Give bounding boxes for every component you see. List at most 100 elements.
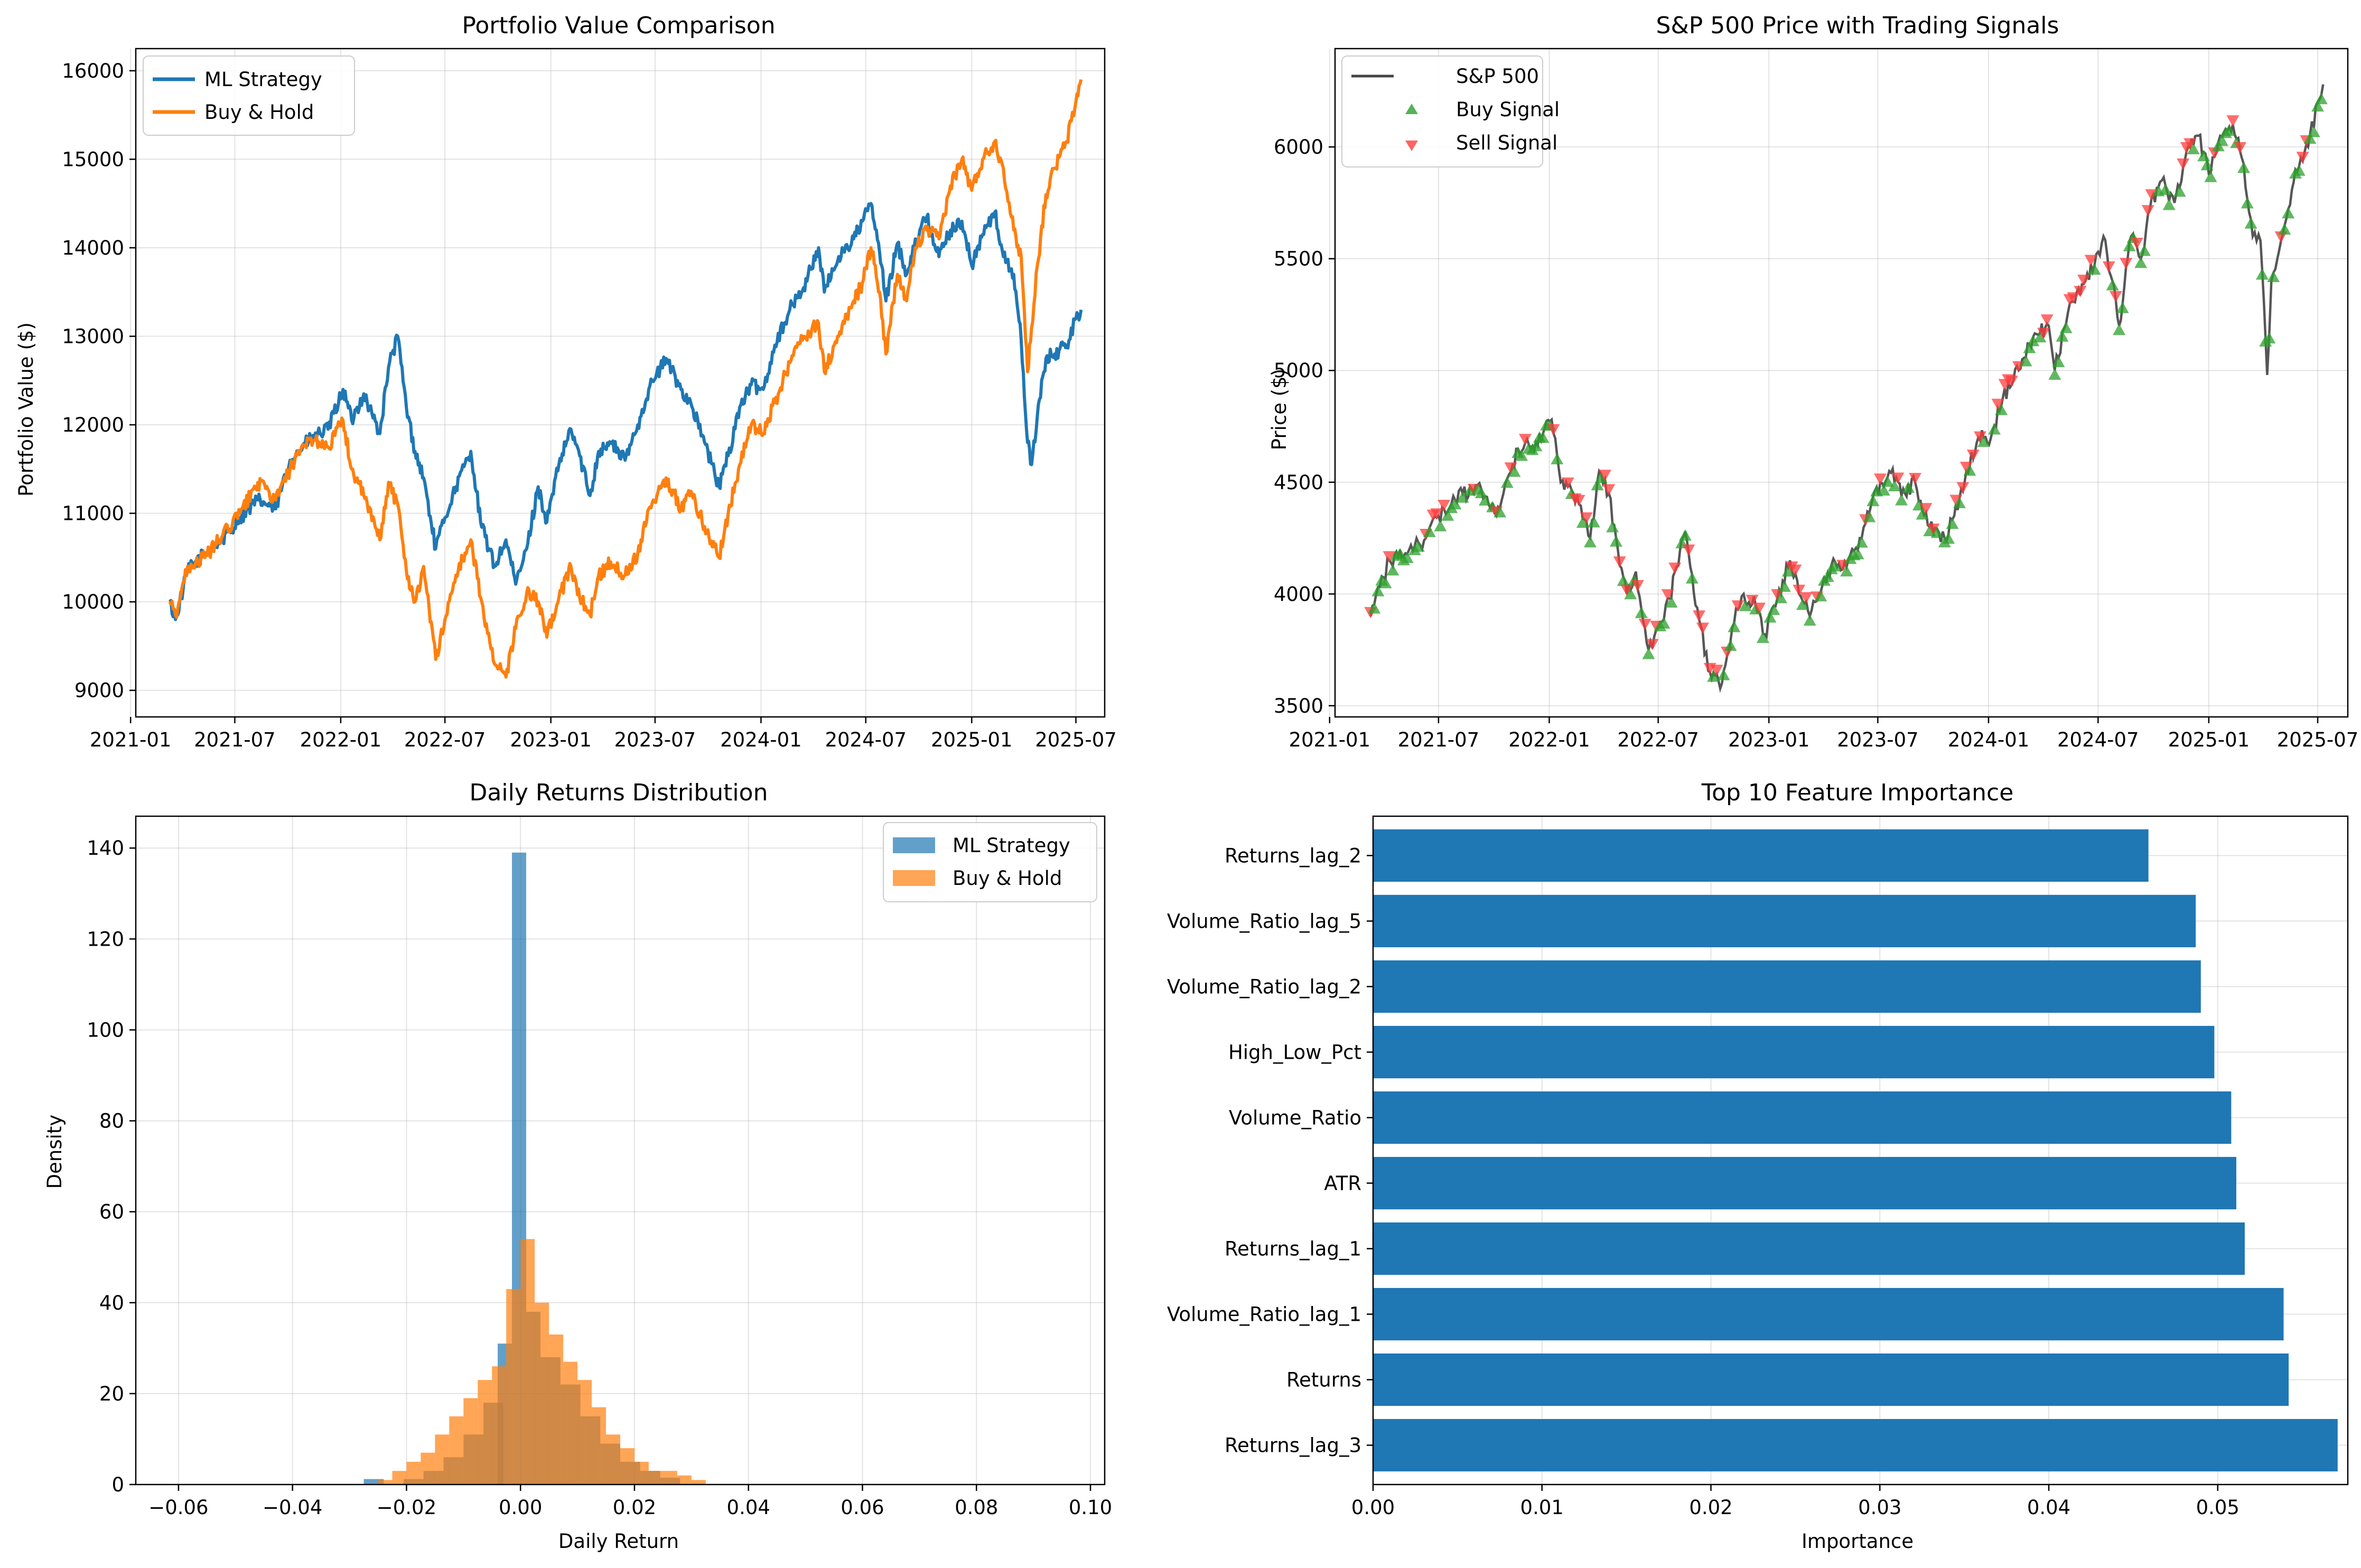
sell-signal-marker	[2109, 291, 2122, 303]
sell-signal-marker	[1580, 512, 1593, 524]
legend-label: Buy & Hold	[953, 867, 1062, 890]
sell-signal-marker	[1956, 482, 1970, 494]
legend-box	[143, 55, 355, 136]
returns-distribution-panel: Daily Returns Distribution Daily Return …	[43, 779, 1112, 1553]
buy-signal-marker	[2106, 279, 2119, 291]
buy-signal-marker	[1434, 520, 1447, 531]
x-tick-label: 2024-01	[720, 729, 802, 751]
y-tick-label: 9000	[74, 679, 124, 702]
feature-bar	[1373, 1287, 2284, 1341]
buy-signal-marker	[1583, 536, 1597, 548]
sell-signal-marker	[2183, 138, 2197, 150]
buy-signal-marker	[2134, 256, 2148, 268]
x-tick-label: 0.03	[1858, 1496, 1901, 1519]
legend-label: S&P 500	[1456, 65, 1539, 88]
buy-signal-marker	[2237, 161, 2250, 173]
sell-signal-marker	[1572, 494, 1585, 507]
buy-signal-marker	[2292, 164, 2306, 176]
buy-signal-marker	[1536, 431, 1550, 443]
buy-signal-marker	[2307, 126, 2320, 137]
buy-signal-marker	[1916, 508, 1929, 520]
buy-signal-marker	[2263, 332, 2276, 344]
feature-bar	[1373, 1418, 2338, 1472]
histogram-bar	[449, 1416, 464, 1485]
sell-signal-marker	[1383, 551, 1396, 563]
buy-signal-marker	[2187, 143, 2200, 155]
sell-signal-marker	[1771, 589, 1784, 601]
sell-signal-marker	[1991, 398, 2004, 410]
buy-signal-marker	[1902, 481, 1915, 493]
sell-signal-marker	[1873, 473, 1887, 485]
y-tick-label: 6000	[1274, 136, 1323, 158]
buy-signal-marker	[2173, 185, 2186, 197]
buy-signal-marker	[2278, 223, 2291, 235]
x-tick-label: 0.02	[1689, 1496, 1732, 1519]
sell-signal-marker	[2296, 152, 2309, 163]
y-tick-label: 100	[87, 1019, 124, 1041]
buy-signal-marker	[2204, 171, 2217, 182]
buy-signal-marker	[1953, 497, 1966, 508]
buy-signal-marker	[1591, 479, 1604, 491]
buy-signal-marker	[2116, 302, 2129, 313]
legend-box	[1341, 55, 1543, 167]
buy-signal-marker	[1942, 532, 1955, 544]
buy-signal-marker	[2255, 268, 2269, 280]
y-tick-label: Returns_lag_2	[1225, 844, 1361, 867]
buy-signal-marker	[1963, 464, 1976, 476]
buy-signal-marker	[2052, 356, 2065, 368]
axes-frame	[135, 48, 1106, 718]
y-tick-label: Volume_Ratio_lag_5	[1167, 910, 1361, 932]
x-tick-label: 2023-01	[510, 729, 592, 751]
histogram-bar	[648, 1471, 663, 1485]
sell-signal-marker	[1602, 484, 1616, 496]
y-tick-label: 5000	[1274, 359, 1323, 382]
buy-signal-marker	[1763, 611, 1777, 623]
x-tick-label: 2021-07	[1398, 729, 1480, 751]
x-tick-label: 2021-07	[194, 729, 276, 751]
buy-signal-marker	[2033, 331, 2047, 343]
buy-signal-marker	[1449, 498, 1462, 510]
sell-signal-marker	[1891, 472, 1905, 484]
legend-swatch	[893, 837, 935, 853]
sell-signal-marker	[1710, 665, 1723, 676]
buy-signal-marker	[1606, 521, 1619, 533]
x-tick-label: 2025-01	[2168, 729, 2250, 751]
sell-signal-marker	[1696, 622, 1709, 634]
histogram-bar	[535, 1302, 549, 1485]
buy-signal-marker	[2282, 207, 2295, 219]
sell-signal-marker	[1682, 544, 1695, 556]
x-tick-label: 2023-01	[1728, 729, 1810, 751]
buy-signal-marker	[1678, 529, 1692, 541]
sell-signal-marker	[1731, 600, 1744, 612]
y-axis-label: Density	[43, 1115, 66, 1189]
histogram-bar	[634, 1461, 649, 1485]
buy-signal-marker	[1529, 440, 1543, 452]
buy-signal-marker	[2088, 263, 2101, 275]
sell-signal-marker	[1631, 580, 1644, 592]
sell-signal-marker	[2077, 274, 2091, 286]
buy-signal-marker	[1803, 614, 1816, 626]
y-tick-label: ATR	[1324, 1172, 1361, 1195]
buy-signal-marker	[2315, 92, 2328, 105]
buy-signal-marker	[2311, 100, 2325, 112]
x-tick-label: 0.05	[2196, 1496, 2239, 1519]
histogram-bar	[478, 1380, 492, 1485]
x-tick-label: 2023-07	[614, 729, 696, 751]
sell-signal-marker	[2177, 158, 2190, 170]
legend: S&P 500 Buy Signal Sell Signal	[1341, 55, 1560, 167]
y-tick-label: 120	[87, 928, 124, 950]
y-tick-label: 15000	[62, 148, 124, 171]
legend-box	[883, 822, 1097, 902]
buy-signal-marker	[1635, 606, 1648, 619]
sell-signal-marker	[1966, 450, 1980, 461]
gridlines	[1329, 49, 2348, 717]
axes-frame	[1334, 48, 2349, 718]
y-tick-label: 60	[99, 1201, 124, 1224]
histogram-bar	[520, 1239, 535, 1485]
buy-signal-marker	[1840, 565, 1853, 577]
sell-signal-marker	[1620, 584, 1634, 596]
histogram-bar	[463, 1398, 478, 1485]
y-tick-label: 40	[99, 1292, 124, 1314]
x-tick-label: 2025-01	[931, 729, 1013, 751]
